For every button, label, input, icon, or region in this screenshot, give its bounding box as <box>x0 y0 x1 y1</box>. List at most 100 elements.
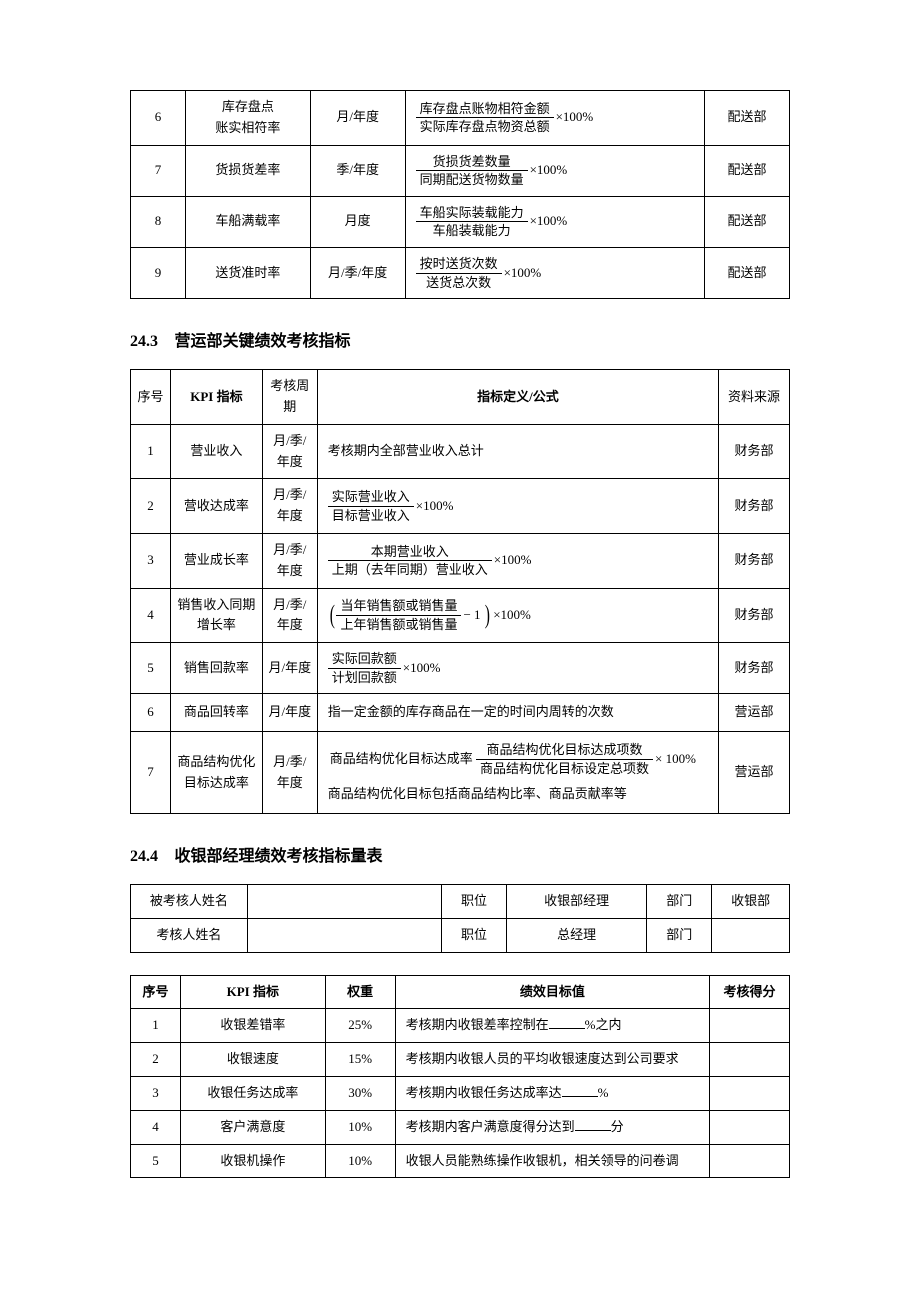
value-position: 收银部经理 <box>506 885 646 919</box>
label-evaluatee: 被考核人姓名 <box>131 885 248 919</box>
cell-period: 月/年度 <box>310 91 405 146</box>
col-score: 考核得分 <box>710 975 790 1009</box>
cell-score <box>710 1009 790 1043</box>
formula-cell: 本期营业收入上期（去年同期）营业收入×100% <box>317 533 718 588</box>
table-row: 6库存盘点账实相符率月/年度库存盘点账物相符金额实际库存盘点物资总额×100%配… <box>131 91 790 146</box>
label-reviewer: 考核人姓名 <box>131 918 248 952</box>
table-row: 7 商品结构优化目标达成率 月/季/年度 商品结构优化目标达成率 商品结构优化目… <box>131 732 790 814</box>
cell-index: 2 <box>131 1043 181 1077</box>
kpi-table-delivery: 6库存盘点账实相符率月/年度库存盘点账物相符金额实际库存盘点物资总额×100%配… <box>130 90 790 299</box>
cell-index: 9 <box>131 247 186 298</box>
formula-cell: 实际营业收入目标营业收入×100% <box>317 479 718 534</box>
cell-source: 配送部 <box>705 196 790 247</box>
table-header-row: 序号 KPI 指标 权重 绩效目标值 考核得分 <box>131 975 790 1009</box>
cell-goal: 考核期内收银任务达成率达% <box>395 1077 709 1111</box>
cell-weight: 10% <box>325 1110 395 1144</box>
table-header-row: 序号 KPI 指标 考核周期 指标定义/公式 资料来源 <box>131 370 790 425</box>
cell-index: 1 <box>131 1009 181 1043</box>
col-index: 序号 <box>131 370 171 425</box>
cell-source: 配送部 <box>705 91 790 146</box>
cell-goal: 考核期内客户满意度得分达到分 <box>395 1110 709 1144</box>
formula-cell: 库存盘点账物相符金额实际库存盘点物资总额×100% <box>405 91 705 146</box>
label-dept: 部门 <box>647 918 712 952</box>
cell-goal: 考核期内收银差率控制在%之内 <box>395 1009 709 1043</box>
cell-goal: 收银人员能熟练操作收银机，相关领导的问卷调 <box>395 1144 709 1178</box>
section-24-4-heading: 24.4 收银部经理绩效考核指标量表 <box>130 842 790 866</box>
cell-weight: 30% <box>325 1077 395 1111</box>
cell-kpi: 送货准时率 <box>185 247 310 298</box>
table-row: 6 商品回转率 月/年度 指一定金额的库存商品在一定的时间内周转的次数 营运部 <box>131 694 790 732</box>
table-row: 9送货准时率月/季/年度按时送货次数送货总次数×100%配送部 <box>131 247 790 298</box>
label-position: 职位 <box>442 918 507 952</box>
table-row: 4客户满意度10%考核期内客户满意度得分达到分 <box>131 1110 790 1144</box>
cell-kpi: 收银任务达成率 <box>180 1077 325 1111</box>
formula-cell: 货损货差数量同期配送货物数量×100% <box>405 145 705 196</box>
kpi-scoring-table: 序号 KPI 指标 权重 绩效目标值 考核得分 1收银差错率25%考核期内收银差… <box>130 975 790 1179</box>
table-row: 1收银差错率25%考核期内收银差率控制在%之内 <box>131 1009 790 1043</box>
section-24-3-heading: 24.3 营运部关键绩效考核指标 <box>130 327 790 351</box>
cell-kpi: 收银机操作 <box>180 1144 325 1178</box>
value-reviewer-name <box>247 918 441 952</box>
col-kpi: KPI 指标 <box>180 975 325 1009</box>
cell-goal: 考核期内收银人员的平均收银速度达到公司要求 <box>395 1043 709 1077</box>
table-row: 2收银速度15%考核期内收银人员的平均收银速度达到公司要求 <box>131 1043 790 1077</box>
col-source: 资料来源 <box>719 370 790 425</box>
section-number: 24.4 <box>130 848 158 865</box>
cell-score <box>710 1077 790 1111</box>
cell-score <box>710 1043 790 1077</box>
table-row: 5收银机操作10%收银人员能熟练操作收银机，相关领导的问卷调 <box>131 1144 790 1178</box>
cell-index: 4 <box>131 1110 181 1144</box>
col-weight: 权重 <box>325 975 395 1009</box>
table-row: 4 销售收入同期增长率 月/季/年度 (当年销售额或销售量上年销售额或销售量− … <box>131 588 790 643</box>
table-row: 3收银任务达成率30%考核期内收银任务达成率达% <box>131 1077 790 1111</box>
cell-period: 季/年度 <box>310 145 405 196</box>
cell-index: 3 <box>131 1077 181 1111</box>
cell-source: 配送部 <box>705 247 790 298</box>
section-number: 24.3 <box>130 333 158 350</box>
section-title: 营运部关键绩效考核指标 <box>174 333 350 350</box>
table-row: 被考核人姓名 职位 收银部经理 部门 收银部 <box>131 885 790 919</box>
evaluation-header-table: 被考核人姓名 职位 收银部经理 部门 收银部 考核人姓名 职位 总经理 部门 <box>130 884 790 953</box>
cell-weight: 25% <box>325 1009 395 1043</box>
table-row: 8车船满载率月度车船实际装载能力车船装载能力×100%配送部 <box>131 196 790 247</box>
cell-index: 5 <box>131 1144 181 1178</box>
cell-score <box>710 1110 790 1144</box>
cell-period: 月度 <box>310 196 405 247</box>
col-goal: 绩效目标值 <box>395 975 709 1009</box>
formula-cell: 实际回款额计划回款额×100% <box>317 643 718 694</box>
value-dept: 收银部 <box>712 885 790 919</box>
cell-index: 6 <box>131 91 186 146</box>
cell-kpi: 车船满载率 <box>185 196 310 247</box>
cell-kpi: 客户满意度 <box>180 1110 325 1144</box>
table-row: 7货损货差率季/年度货损货差数量同期配送货物数量×100%配送部 <box>131 145 790 196</box>
cell-score <box>710 1144 790 1178</box>
label-position: 职位 <box>442 885 507 919</box>
cell-weight: 15% <box>325 1043 395 1077</box>
cell-index: 8 <box>131 196 186 247</box>
table-row: 3 营业成长率 月/季/年度 本期营业收入上期（去年同期）营业收入×100% 财… <box>131 533 790 588</box>
col-kpi: KPI 指标 <box>170 370 262 425</box>
cell-source: 配送部 <box>705 145 790 196</box>
formula-cell: 商品结构优化目标达成率 商品结构优化目标达成项数商品结构优化目标设定总项数× 1… <box>317 732 718 814</box>
value-position: 总经理 <box>506 918 646 952</box>
cell-kpi: 收银差错率 <box>180 1009 325 1043</box>
cell-kpi: 货损货差率 <box>185 145 310 196</box>
col-period: 考核周期 <box>262 370 317 425</box>
cell-kpi: 收银速度 <box>180 1043 325 1077</box>
label-dept: 部门 <box>647 885 712 919</box>
formula-cell: 按时送货次数送货总次数×100% <box>405 247 705 298</box>
col-formula: 指标定义/公式 <box>317 370 718 425</box>
table-row: 1 营业收入 月/季/年度 考核期内全部营业收入总计 财务部 <box>131 424 790 479</box>
table-row: 2 营收达成率 月/季/年度 实际营业收入目标营业收入×100% 财务部 <box>131 479 790 534</box>
value-dept <box>712 918 790 952</box>
col-index: 序号 <box>131 975 181 1009</box>
cell-kpi: 库存盘点账实相符率 <box>185 91 310 146</box>
cell-index: 7 <box>131 145 186 196</box>
cell-period: 月/季/年度 <box>310 247 405 298</box>
section-title: 收银部经理绩效考核指标量表 <box>174 848 382 865</box>
table-row: 5 销售回款率 月/年度 实际回款额计划回款额×100% 财务部 <box>131 643 790 694</box>
table-row: 考核人姓名 职位 总经理 部门 <box>131 918 790 952</box>
formula-cell: (当年销售额或销售量上年销售额或销售量− 1)×100% <box>317 588 718 643</box>
kpi-table-operations: 序号 KPI 指标 考核周期 指标定义/公式 资料来源 1 营业收入 月/季/年… <box>130 369 790 814</box>
cell-weight: 10% <box>325 1144 395 1178</box>
